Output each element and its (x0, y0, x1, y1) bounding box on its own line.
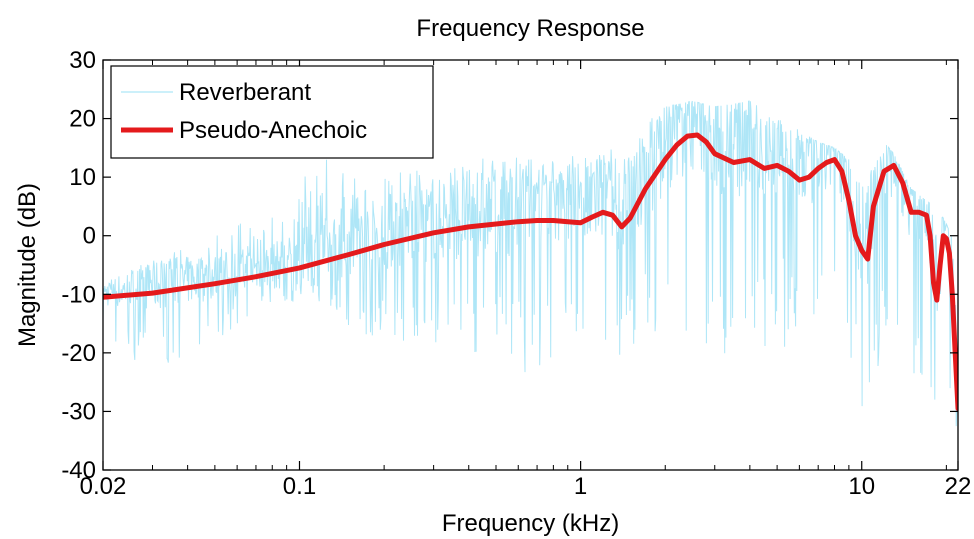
series-pseudo-anechoic-line (103, 132, 958, 411)
y-tick-label: -20 (61, 340, 96, 367)
x-tick-label: 0.1 (283, 473, 316, 500)
legend: Reverberant Pseudo-Anechoic (110, 65, 434, 159)
legend-label: Pseudo-Anechoic (179, 117, 367, 144)
y-axis-label: Magnitude (dB) (14, 183, 41, 347)
x-axis-label: Frequency (kHz) (442, 510, 619, 537)
chart-title: Frequency Response (416, 15, 644, 42)
y-tick-label: 10 (69, 164, 96, 191)
plot-area (102, 59, 959, 471)
y-tick-label: -10 (61, 281, 96, 308)
legend-label: Reverberant (179, 79, 311, 106)
axes-frame (102, 59, 959, 471)
x-tick-label: 1 (574, 473, 587, 500)
legend-box (110, 65, 434, 159)
x-tick-label: 0.02 (80, 473, 127, 500)
x-tick-label: 22 (945, 473, 972, 500)
y-tick-label: 0 (83, 223, 96, 250)
y-tick-label: 20 (69, 106, 96, 133)
x-tick-label: 10 (848, 473, 875, 500)
y-tick-label: -30 (61, 398, 96, 425)
y-tick-label: -40 (61, 457, 96, 484)
series-reverberant-line (103, 100, 958, 427)
y-tick-label: 30 (69, 47, 96, 74)
